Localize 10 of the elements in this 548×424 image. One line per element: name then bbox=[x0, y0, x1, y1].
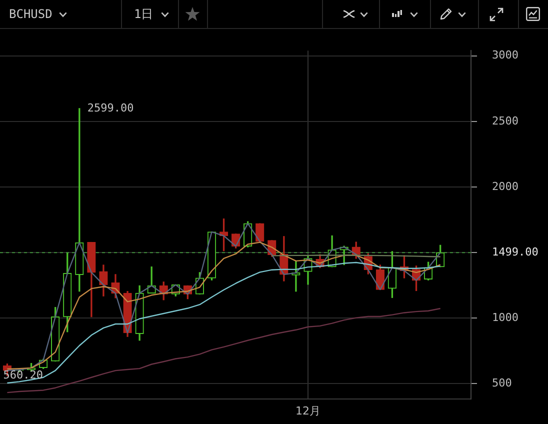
y-tick-label: 1000 bbox=[492, 310, 518, 324]
chart-title: BCHUSD bbox=[9, 7, 52, 21]
annotation: 2599.00 bbox=[87, 101, 134, 114]
y-tick-label: 500 bbox=[492, 376, 512, 390]
y-tick-label: 3000 bbox=[492, 48, 518, 62]
x-tick-label: 12月 bbox=[295, 404, 320, 418]
ref-line-label: 1499.00 bbox=[492, 246, 538, 259]
chart-subtitle: 1日 bbox=[134, 7, 154, 21]
y-tick-label: 2000 bbox=[492, 180, 518, 193]
y-tick-label: 2500 bbox=[492, 114, 518, 128]
